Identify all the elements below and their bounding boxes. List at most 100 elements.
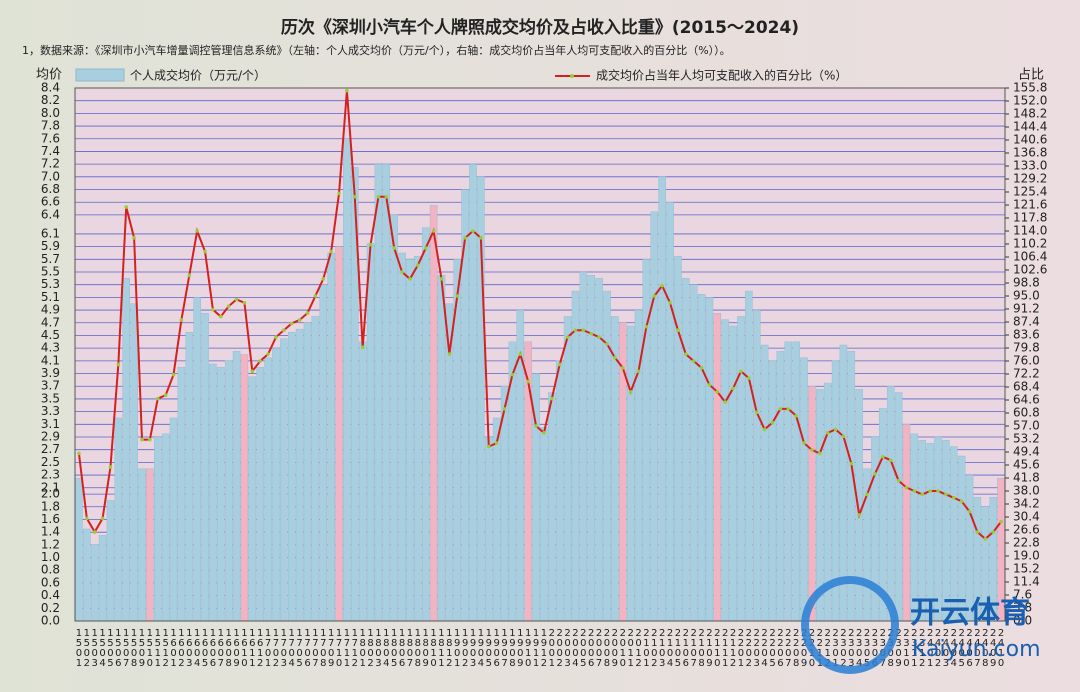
line-marker <box>203 249 207 254</box>
bar <box>729 325 737 622</box>
bar <box>548 392 556 622</box>
line-marker <box>455 294 460 298</box>
watermark-logo <box>801 576 899 674</box>
x-tick-label: 1810 <box>428 628 439 668</box>
line-marker <box>376 194 381 199</box>
axis-frame <box>74 87 1006 622</box>
x-tick-label: 1605 <box>200 628 211 668</box>
bar <box>563 316 572 622</box>
bar <box>75 478 83 622</box>
bar <box>863 468 871 622</box>
x-tick-label: 1507 <box>121 628 132 668</box>
y-tick-label: 2.0 <box>41 487 60 501</box>
bar <box>579 271 588 622</box>
y-tick-label: 7.6 <box>41 131 60 145</box>
line-marker <box>944 492 948 497</box>
y2-tick-label: 129.2 <box>1013 172 1047 186</box>
line-marker <box>896 478 901 483</box>
x-tick-label: 1809 <box>420 628 431 668</box>
x-tick-label: 2111 <box>720 628 731 668</box>
y2-tick-label: 64.6 <box>1013 393 1040 407</box>
bar <box>232 351 241 622</box>
y-tick-label: 0.2 <box>41 601 60 615</box>
bar <box>335 246 343 622</box>
y-tick-label: 2.1 <box>41 480 60 494</box>
y-tick-label: 7.8 <box>41 119 60 133</box>
line-marker <box>888 458 893 463</box>
bar <box>713 313 722 622</box>
y-tick-label: 2.3 <box>41 468 60 482</box>
line-marker <box>148 437 152 442</box>
bar <box>571 290 580 622</box>
line-marker <box>613 355 617 360</box>
y2-tick-label: 110.2 <box>1013 237 1047 251</box>
x-tick-label: 2012 <box>633 628 644 668</box>
x-tick-label: 2101 <box>641 628 652 668</box>
x-tick-label: 2409 <box>988 628 999 668</box>
x-tick-label: 1906 <box>491 628 502 668</box>
y-tick-label: 4.5 <box>41 328 60 342</box>
x-tick-label: 1609 <box>231 628 242 668</box>
line-marker <box>951 496 956 500</box>
line-marker <box>108 465 113 469</box>
bar <box>792 341 800 622</box>
y-tick-label: 5.5 <box>41 265 60 279</box>
line-marker <box>463 236 467 240</box>
line-marker <box>360 345 365 350</box>
line-marker <box>289 321 294 326</box>
line-marker <box>739 369 743 374</box>
y2-tick-label: 102.6 <box>1013 263 1047 277</box>
line-marker <box>274 335 278 339</box>
y2-tick-label: 45.6 <box>1013 458 1040 472</box>
y-tick-label: 3.1 <box>41 417 60 431</box>
bar <box>485 436 493 622</box>
line-marker <box>644 324 649 329</box>
y-tick-label: 4.1 <box>41 353 60 367</box>
legend-marker <box>570 74 574 78</box>
x-tick-label: 2201 <box>735 628 746 668</box>
y2-tick-label: 11.4 <box>1013 575 1040 589</box>
y2-tick-label: 133.0 <box>1013 159 1047 173</box>
line-marker <box>723 400 728 404</box>
bar <box>169 417 178 622</box>
y2-tick-label: 87.4 <box>1013 315 1040 329</box>
line-marker <box>384 194 389 199</box>
y-tick-label: 5.1 <box>41 290 60 304</box>
y2-tick-label: 34.2 <box>1013 497 1040 511</box>
y2-tick-label: 53.2 <box>1013 432 1040 446</box>
y-tick-label: 3.3 <box>41 404 60 418</box>
x-tick-label: 1504 <box>97 628 108 668</box>
y-tick-label: 0.4 <box>41 588 60 602</box>
x-tick-label: 2407 <box>972 628 983 668</box>
line-marker <box>494 441 499 445</box>
x-tick-label: 1501 <box>73 628 84 668</box>
y-tick-label: 2.9 <box>41 429 60 443</box>
line-marker <box>297 318 302 322</box>
x-tick-label: 1803 <box>373 628 384 668</box>
y-tick-label: 8.4 <box>41 81 60 95</box>
bar <box>374 163 383 622</box>
y-tick-label: 4.7 <box>41 315 60 329</box>
line-marker <box>865 492 869 497</box>
x-tick-label: 1503 <box>89 628 100 668</box>
line-marker <box>991 530 995 534</box>
line-marker <box>660 283 664 288</box>
x-tick-label: 2305 <box>862 628 873 668</box>
line-marker <box>849 461 854 466</box>
y2-tick-label: 121.6 <box>1013 198 1047 212</box>
bar <box>98 535 107 622</box>
line-marker <box>912 489 917 493</box>
y2-tick-label: 83.6 <box>1013 328 1040 342</box>
y2-tick-label: 95.0 <box>1013 289 1040 303</box>
line-marker <box>258 359 263 363</box>
line-marker <box>557 362 562 367</box>
y-tick-label: 3.5 <box>41 391 60 405</box>
line-marker <box>959 499 964 504</box>
line-marker <box>155 396 160 401</box>
line-marker <box>628 389 633 394</box>
bar <box>146 468 154 622</box>
x-tick-label: 1801 <box>357 628 368 668</box>
x-tick-label: 1905 <box>483 628 494 668</box>
y-tick-label: 0.0 <box>41 614 60 628</box>
x-tick-label: 1709 <box>326 628 337 668</box>
